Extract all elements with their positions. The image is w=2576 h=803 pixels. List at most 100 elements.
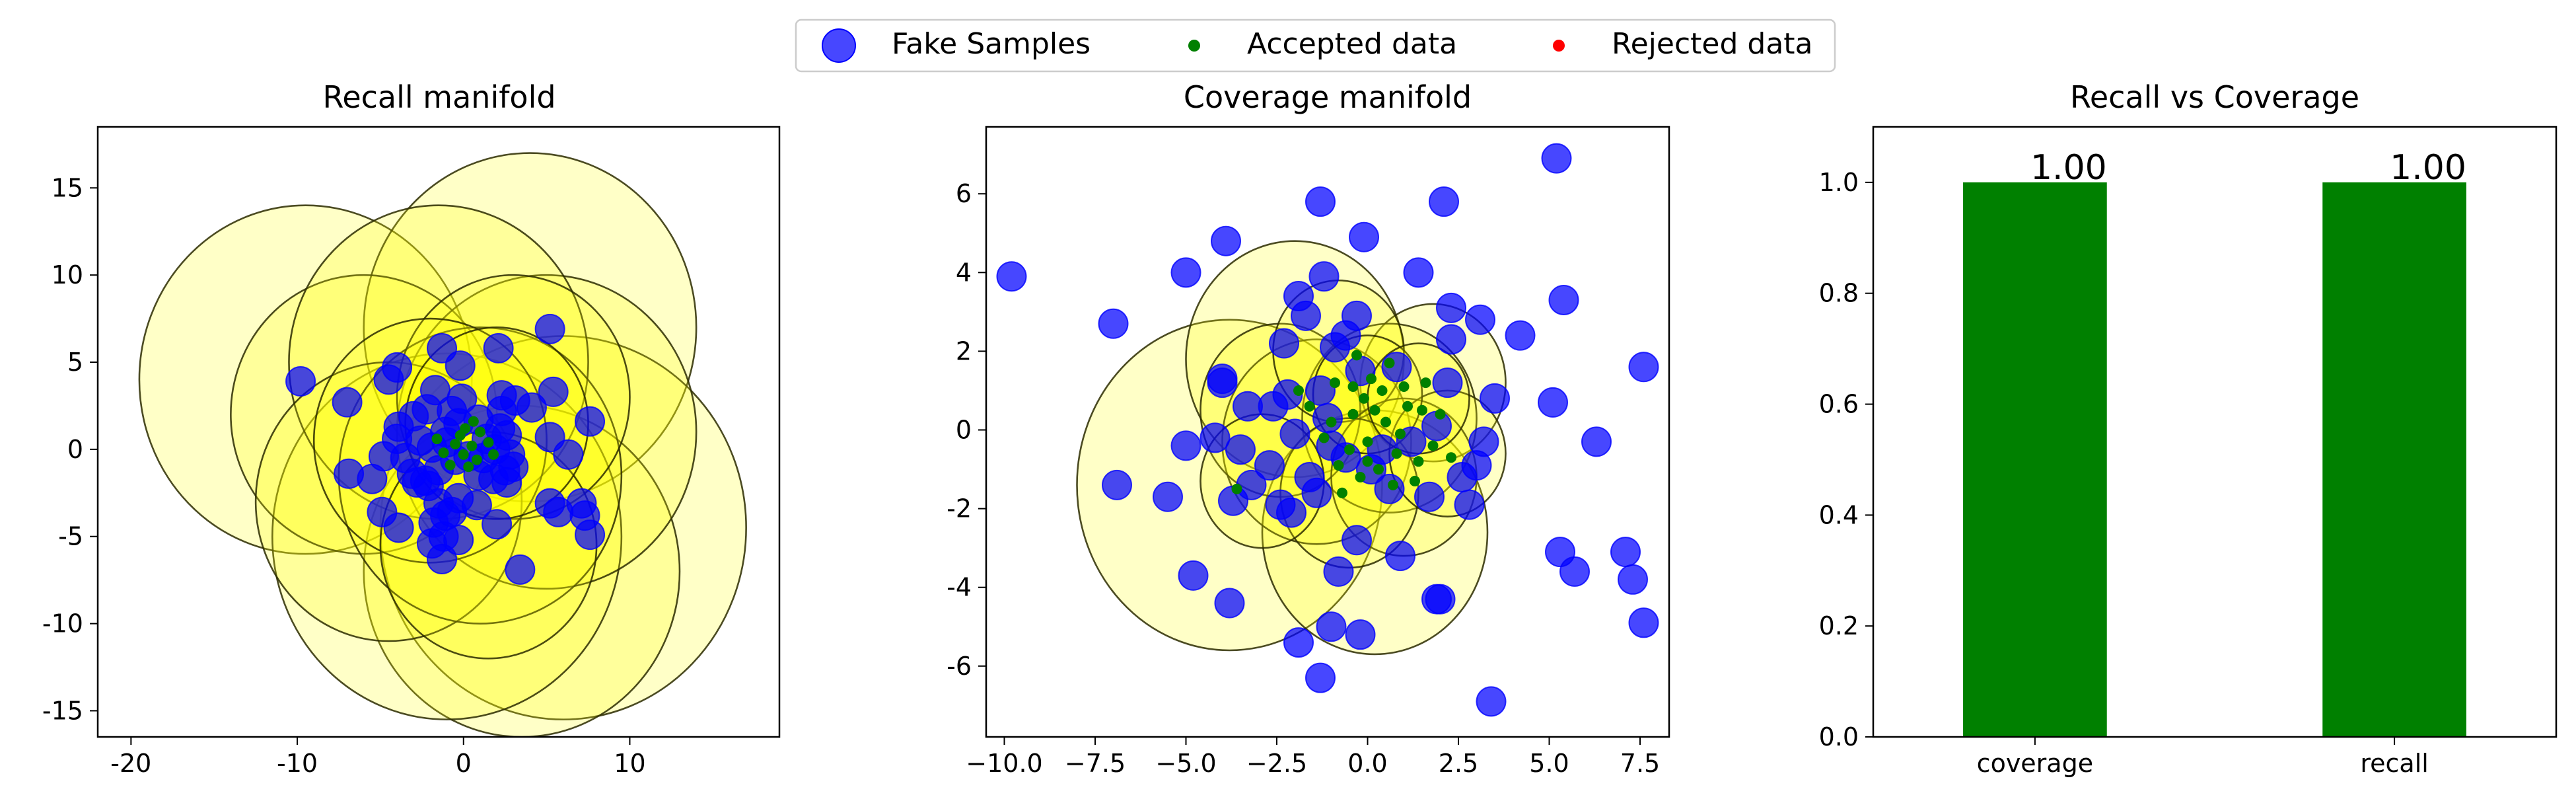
coverage-manifold-fake-sample-point <box>1429 186 1459 217</box>
coverage-manifold-accepted-point <box>1366 373 1377 385</box>
recall-manifold-fake-sample-point <box>575 406 606 437</box>
coverage-manifold-panel: Coverage manifold −10.0 −7.5 −5.0 −2.5 0.0 2.… <box>947 79 1670 778</box>
recall-manifold-fake-sample-point <box>534 313 565 344</box>
recall-manifold-plot-area: -20 -10 0 10 -15 -10 -5 0 5 10 15 <box>42 126 781 778</box>
coverage-manifold-xtick-label: 2.5 <box>1439 749 1478 778</box>
recall-vs-coverage-ytick-label: 0.8 <box>1819 279 1859 308</box>
coverage-manifold-fake-sample-point <box>1214 588 1245 619</box>
coverage-manifold-xtick-label: 7.5 <box>1620 749 1660 778</box>
coverage-manifold-accepted-point <box>1391 448 1402 459</box>
coverage-manifold-accepted-point <box>1355 471 1366 482</box>
recall-vs-coverage-ytick-label: 0.4 <box>1819 500 1859 529</box>
coverage-manifold-ytick-label: -4 <box>947 573 972 602</box>
coverage-manifold-fake-sample-point <box>1178 560 1209 591</box>
coverage-manifold-accepted-point <box>1384 358 1395 369</box>
coverage-manifold-fake-sample-point <box>1461 450 1492 481</box>
coverage-manifold-accepted-point <box>1413 456 1424 467</box>
coverage-manifold-accepted-point <box>1347 408 1359 420</box>
recall-manifold-fake-sample-point <box>285 366 316 397</box>
coverage-manifold-accepted-point <box>1420 377 1431 389</box>
coverage-manifold-fake-sample-point <box>1342 525 1372 556</box>
recall-manifold-ytick-label: -10 <box>42 609 83 638</box>
coverage-manifold-fake-sample-point <box>1098 308 1129 339</box>
coverage-manifold-fake-sample-point <box>1305 186 1336 217</box>
recall-manifold-xtick-label: 10 <box>614 749 645 778</box>
recall-manifold-fake-sample-point <box>445 350 476 381</box>
recall-manifold-xtick-label: -20 <box>110 749 151 778</box>
coverage-manifold-fake-sample-point <box>1170 430 1201 461</box>
coverage-manifold-fake-sample-point <box>1436 324 1466 355</box>
recall-manifold-fake-sample-point <box>483 332 514 363</box>
coverage-manifold-xtick-label: −7.5 <box>1065 749 1126 778</box>
coverage-manifold-ytick-label: -6 <box>947 652 972 681</box>
recall-manifold-accepted-point <box>474 426 485 438</box>
recall-manifold-ytick-label: 5 <box>67 348 83 377</box>
coverage-manifold-fake-sample-point <box>1581 426 1612 457</box>
legend-marker-rejected-data <box>1553 40 1565 52</box>
recall-vs-coverage-category-label-coverage: coverage <box>1977 749 2093 778</box>
coverage-manifold-fake-sample-point <box>1454 489 1485 520</box>
coverage-manifold-axes-frame <box>985 126 1670 738</box>
coverage-manifold-fake-sample-point <box>1265 489 1296 520</box>
recall-manifold-accepted-point <box>463 461 474 473</box>
coverage-manifold-fake-sample-point <box>1559 556 1590 587</box>
recall-vs-coverage-title: Recall vs Coverage <box>2070 79 2359 115</box>
legend-frame <box>795 19 1836 73</box>
coverage-manifold-fake-sample-point <box>1628 352 1659 383</box>
coverage-manifold-accepted-point <box>1377 385 1388 396</box>
coverage-manifold-fake-sample-point <box>1385 541 1415 572</box>
coverage-manifold-fake-sample-point <box>1294 461 1325 492</box>
coverage-manifold-fake-sample-point <box>1170 257 1201 288</box>
recall-vs-coverage-bar-recall <box>2322 182 2466 738</box>
recall-manifold-ytick-label: -5 <box>58 522 83 551</box>
coverage-manifold-fake-sample-point <box>1283 627 1314 658</box>
coverage-manifold-fake-sample-point <box>1211 225 1241 256</box>
legend-marker-accepted-data <box>1188 40 1200 52</box>
coverage-manifold-ytick-label: 2 <box>956 336 972 365</box>
recall-manifold-accepted-point <box>468 416 479 427</box>
recall-manifold-accepted-point <box>438 447 449 459</box>
coverage-manifold-accepted-point <box>1330 377 1340 389</box>
legend-label-rejected-data: Rejected data <box>1612 27 1813 61</box>
coverage-manifold-fake-sample-point <box>1153 481 1183 512</box>
coverage-manifold-accepted-point <box>1398 381 1410 393</box>
coverage-manifold-xtick-label: −2.5 <box>1246 749 1307 778</box>
recall-manifold-accepted-point <box>458 449 469 460</box>
coverage-manifold-accepted-point <box>1362 456 1373 467</box>
recall-manifold-accepted-point <box>466 440 478 451</box>
recall-vs-coverage-plot-area: 1.00 1.00 coverage recall 0.0 0.2 0.4 0.6 0.8 1.0 <box>1819 126 2558 778</box>
recall-manifold-ytick-label: 0 <box>67 435 83 464</box>
coverage-manifold-fake-sample-point <box>1323 556 1354 587</box>
recall-manifold-accepted-point <box>483 437 494 448</box>
coverage-manifold-fake-sample-point <box>1465 304 1495 335</box>
recall-manifold-fake-sample-point <box>575 519 606 551</box>
coverage-manifold-fake-sample-point <box>1269 328 1299 359</box>
recall-manifold-xtick-label: 0 <box>456 749 472 778</box>
recall-manifold-accepted-point <box>445 459 456 471</box>
coverage-manifold-plot-area: −10.0 −7.5 −5.0 −2.5 0.0 2.5 5.0 7.5 -6 -4 -2 0 2 4 6 <box>947 126 1670 778</box>
coverage-manifold-fake-sample-point <box>1548 285 1579 316</box>
coverage-manifold-fake-sample-point <box>1618 564 1648 595</box>
coverage-manifold-fake-sample-point <box>1291 300 1321 331</box>
recall-manifold-fake-sample-point <box>538 376 569 407</box>
coverage-manifold-accepted-point <box>1304 401 1315 412</box>
coverage-manifold-fake-sample-point <box>1349 221 1379 252</box>
coverage-manifold-ytick-label: -2 <box>947 494 972 523</box>
coverage-manifold-fake-sample-point <box>1233 391 1263 422</box>
coverage-manifold-accepted-point <box>1388 479 1398 490</box>
coverage-manifold-accepted-point <box>1380 416 1391 428</box>
recall-manifold-title: Recall manifold <box>322 79 555 115</box>
legend-marker-fake-samples <box>822 28 856 63</box>
coverage-manifold-fake-sample-point <box>1436 292 1466 323</box>
coverage-manifold-accepted-point <box>1362 436 1373 447</box>
coverage-manifold-fake-sample-point <box>1628 607 1659 638</box>
coverage-manifold-accepted-point <box>1395 428 1406 440</box>
legend: Fake Samples Accepted data Rejected data <box>795 19 1836 73</box>
recall-manifold-ytick-label: -15 <box>42 696 83 725</box>
coverage-manifold-fake-sample-point <box>1541 143 1572 174</box>
recall-manifold-accepted-point <box>454 430 466 441</box>
recall-vs-coverage-data-label-coverage: 1.00 <box>2030 148 2107 188</box>
coverage-manifold-fake-sample-point <box>1505 320 1536 351</box>
recall-manifold-fake-sample-point <box>482 509 513 540</box>
